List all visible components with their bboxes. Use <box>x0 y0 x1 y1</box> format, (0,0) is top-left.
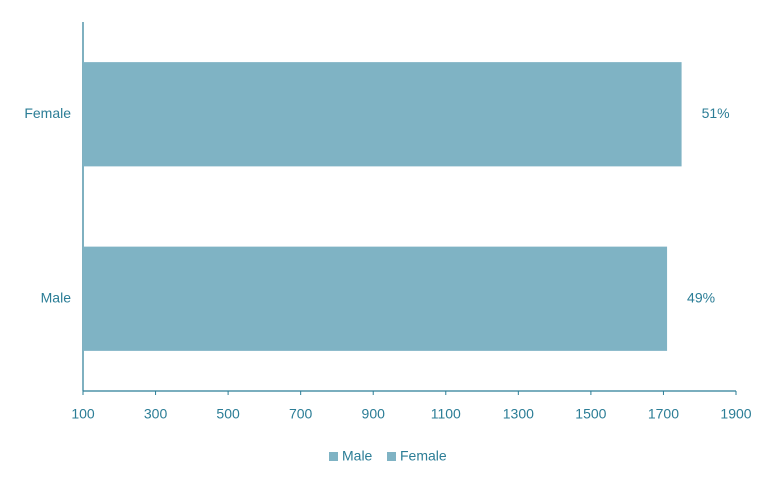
data-label: 49% <box>687 289 715 305</box>
legend-label: Female <box>400 448 447 464</box>
x-tick-label: 900 <box>362 406 386 422</box>
legend-swatch <box>329 452 338 461</box>
y-tick-label: Female <box>24 105 71 121</box>
data-label: 51% <box>702 105 730 121</box>
x-tick-label: 1100 <box>431 406 461 422</box>
x-tick-label: 700 <box>289 406 313 422</box>
x-tick-label: 1900 <box>720 406 751 422</box>
x-tick-label: 500 <box>216 406 240 422</box>
x-tick-label: 100 <box>71 406 95 422</box>
x-tick-label: 1700 <box>648 406 679 422</box>
bar <box>83 62 682 167</box>
x-tick-label: 300 <box>144 406 168 422</box>
legend-swatch <box>387 452 396 461</box>
bar <box>83 246 668 351</box>
x-tick-label: 1500 <box>575 406 606 422</box>
y-tick-label: Male <box>41 289 72 305</box>
x-tick-label: 1300 <box>503 406 534 422</box>
legend-label: Male <box>342 448 373 464</box>
